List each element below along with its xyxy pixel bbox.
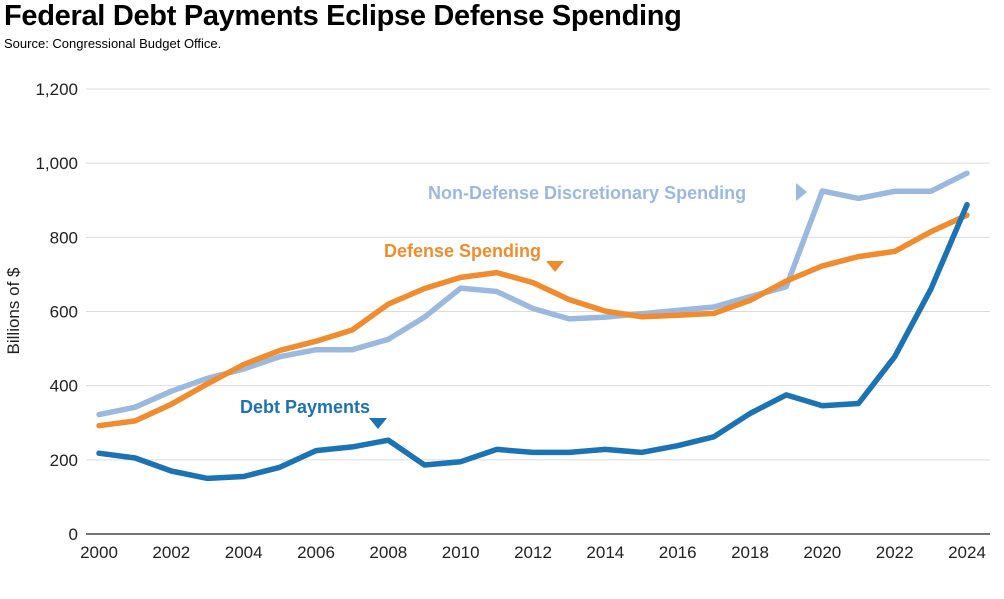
y-tick-label: 1,000 — [35, 154, 78, 173]
annotation-pointer-icon — [546, 261, 564, 272]
x-tick-label: 2008 — [369, 543, 407, 562]
series-annotation-label: Defense Spending — [384, 241, 541, 261]
chart-title: Federal Debt Payments Eclipse Defense Sp… — [4, 0, 682, 32]
series-annotation-label: Debt Payments — [240, 397, 370, 417]
chart-source: Source: Congressional Budget Office. — [4, 36, 222, 51]
series-annotations: Non-Defense Discretionary Spending Defens… — [240, 183, 807, 429]
x-tick-label: 2014 — [586, 543, 624, 562]
y-tick-label: 600 — [50, 303, 78, 322]
y-tick-label: 800 — [50, 228, 78, 247]
y-tick-label: 200 — [50, 451, 78, 470]
series-line — [96, 212, 970, 429]
series-lines — [96, 170, 970, 482]
y-tick-label: 0 — [69, 525, 78, 544]
x-tick-label: 2004 — [225, 543, 263, 562]
y-tick-labels: 0 200 400 600 800 1,000 1,200 — [35, 80, 78, 544]
x-tick-label: 2000 — [80, 543, 118, 562]
x-tick-label: 2010 — [442, 543, 480, 562]
x-tick-labels: 2000 2002 2004 2006 2008 2010 2012 2014 2016 2018… — [80, 543, 986, 562]
x-tick-label: 2012 — [514, 543, 552, 562]
gridlines — [86, 88, 990, 535]
y-tick-label: 400 — [50, 377, 78, 396]
series-line — [96, 201, 970, 482]
annotation-pointer-icon — [796, 183, 807, 201]
series-annotation-label: Non-Defense Discretionary Spending — [428, 183, 746, 203]
annotation-pointer-icon — [369, 418, 387, 429]
x-tick-label: 2020 — [803, 543, 841, 562]
y-tick-label: 1,200 — [35, 80, 78, 99]
series-line — [96, 170, 970, 418]
x-tick-label: 2006 — [297, 543, 335, 562]
x-tick-label: 2022 — [876, 543, 914, 562]
y-axis-label: Billions of $ — [4, 267, 23, 354]
x-tick-label: 2002 — [152, 543, 190, 562]
x-tick-label: 2024 — [948, 543, 986, 562]
x-tick-label: 2018 — [731, 543, 769, 562]
x-tick-label: 2016 — [659, 543, 697, 562]
